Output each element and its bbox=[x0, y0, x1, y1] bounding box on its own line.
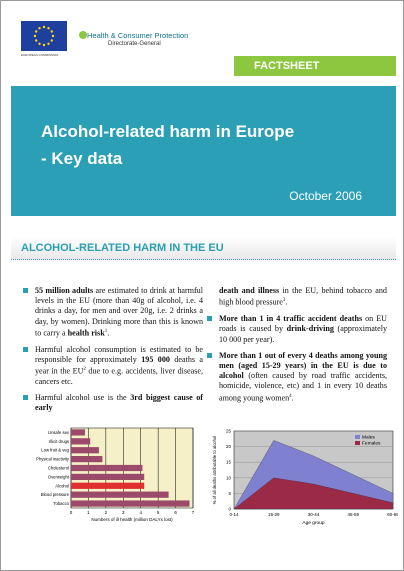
bar bbox=[71, 456, 103, 463]
y-axis-label: % of all deaths attributable to alcohol bbox=[212, 436, 217, 505]
x-tick-label: 30-44 bbox=[308, 512, 320, 517]
y-tick-label: Low fruit & veg bbox=[41, 448, 69, 453]
title-line: - Key data bbox=[41, 149, 123, 168]
x-tick-label: 15-29 bbox=[268, 512, 280, 517]
x-tick-label: 2 bbox=[105, 510, 108, 515]
y-tick-label: 25 bbox=[226, 429, 232, 434]
y-tick-label: 20 bbox=[226, 444, 232, 449]
text-run: 3rd biggest cause of early bbox=[35, 393, 203, 413]
bullet-marker bbox=[23, 395, 28, 401]
text-run: 55 million adults bbox=[35, 286, 94, 295]
text-run: 4 bbox=[289, 393, 292, 399]
bullet: More than 1 out of every 4 deaths among … bbox=[207, 351, 387, 404]
bullet-marker bbox=[207, 352, 212, 358]
y-tick-label: Physical inactivity bbox=[36, 457, 70, 462]
x-tick-label: 0-14 bbox=[229, 512, 239, 517]
text-run: death and illness bbox=[219, 286, 280, 295]
legend-swatch bbox=[355, 435, 360, 439]
title-line: Alcohol-related harm in Europe bbox=[41, 122, 295, 141]
bar bbox=[71, 464, 143, 472]
text-column: 55 million adults are estimated to drink… bbox=[23, 286, 203, 420]
text-run: 1 bbox=[104, 328, 108, 334]
badge: FACTSHEET bbox=[234, 56, 396, 76]
bullet-marker bbox=[207, 316, 212, 322]
bullet-marker bbox=[23, 288, 28, 293]
bar bbox=[71, 438, 91, 445]
bar bbox=[71, 500, 190, 507]
text-run: in the EU, behind tobacco and high blood… bbox=[219, 286, 387, 307]
y-tick-label: Alcohol bbox=[55, 483, 69, 488]
y-tick-label: 15 bbox=[226, 460, 232, 465]
bullet: More than 1 in 4 traffic accident deaths… bbox=[207, 314, 387, 345]
text-run: due to e.g. accidents, liver disease, ca… bbox=[35, 366, 203, 386]
eu-flag bbox=[21, 21, 67, 51]
area-chart: 0 5 10 15 20 25 0-14 15-29 30-44 45-59 60-69 MalesF… bbox=[212, 429, 398, 527]
bar bbox=[71, 447, 99, 454]
text-run: (approximately 10 000 per year). bbox=[219, 324, 388, 344]
dg: Directorate-General bbox=[108, 41, 161, 47]
section-heading: ALCOHOL-RELATED HARM IN THE EU bbox=[21, 242, 224, 254]
x-tick-label: 7 bbox=[192, 510, 195, 515]
x-axis-label: Age group bbox=[302, 520, 324, 526]
bullet: 55 million adults are estimated to drink… bbox=[23, 286, 203, 339]
y-tick-label: Cholesterol bbox=[48, 466, 69, 471]
y-tick-label: Overweight bbox=[48, 474, 70, 479]
x-tick-label: 0 bbox=[70, 510, 73, 515]
text-run: More than 1 out of every 4 deaths among … bbox=[219, 350, 387, 381]
legend-swatch bbox=[355, 441, 360, 445]
text-run: drink-driving bbox=[286, 324, 334, 334]
x-tick-label: 3 bbox=[122, 510, 125, 515]
x-tick-label: 60-69 bbox=[387, 512, 398, 517]
bar-chart: 0 1 2 3 4 5 6 7 Unsafe sex Illicit drugs Low fruit… bbox=[36, 427, 195, 522]
text-run: 3 bbox=[282, 298, 286, 304]
x-tick-label: 1 bbox=[87, 510, 90, 515]
title-block: Alcohol-related harm in Europe - Key dat… bbox=[11, 86, 396, 216]
text-run: deaths a year in the EU bbox=[35, 354, 203, 376]
x-tick-label: 5 bbox=[157, 510, 160, 515]
logo-dot bbox=[79, 31, 87, 39]
org: Health & Consumer Protection bbox=[87, 31, 189, 40]
legend-label: Males bbox=[362, 435, 375, 441]
bullet: Harmful alcohol consumption is estimated… bbox=[23, 345, 203, 388]
text-run: . bbox=[285, 297, 288, 307]
y-tick-label: Blood pressure bbox=[41, 492, 70, 497]
bullet-marker bbox=[23, 346, 28, 352]
text-run: 195 000 bbox=[141, 354, 170, 364]
y-tick-label: Tobacco bbox=[53, 501, 69, 506]
y-tick-label: Illicit drugs bbox=[49, 439, 69, 444]
y-tick-label: 0 bbox=[228, 507, 231, 512]
y-tick-label: 5 bbox=[228, 491, 231, 496]
text-run: are estimated to drink at harmful levels… bbox=[35, 286, 203, 338]
text-run: on EU roads is caused by bbox=[219, 314, 387, 334]
commission: EUROPEAN COMMISSION bbox=[21, 53, 59, 57]
section-band: ALCOHOL-RELATED HARM IN THE EU bbox=[11, 237, 396, 260]
text-run: health risk bbox=[67, 328, 105, 338]
bullet: death and illness in the EU, behind toba… bbox=[207, 286, 387, 308]
text-column: death and illness in the EU, behind toba… bbox=[207, 286, 387, 409]
area bbox=[233, 477, 394, 510]
legend-label: Females bbox=[362, 441, 381, 447]
y-tick-label: Unsafe sex bbox=[48, 430, 70, 435]
y-tick-label: 10 bbox=[226, 475, 232, 480]
text-run: (often caused by road traffic accidents,… bbox=[219, 371, 387, 403]
text-run: More than 1 in 4 traffic accident deaths bbox=[219, 314, 363, 324]
text-run: Harmful alcohol consumption is estimated… bbox=[35, 344, 203, 364]
x-tick-label: 4 bbox=[139, 510, 142, 515]
bar bbox=[71, 429, 85, 436]
text-run: . bbox=[291, 393, 294, 403]
x-tick-label: 6 bbox=[174, 510, 177, 515]
x-tick-label: 45-59 bbox=[347, 512, 359, 517]
bar bbox=[71, 482, 145, 489]
text-run: . bbox=[107, 328, 110, 338]
bar bbox=[71, 491, 169, 498]
bullet: Harmful alcohol use is the 3rd biggest c… bbox=[23, 393, 203, 413]
text-run: Harmful alcohol use is the bbox=[35, 393, 131, 403]
x-axis-label: Numbers of ill health (million DALYs los… bbox=[91, 517, 173, 522]
date: October 2006 bbox=[289, 189, 362, 203]
text-run: 2 bbox=[83, 367, 86, 373]
bar bbox=[71, 473, 145, 480]
